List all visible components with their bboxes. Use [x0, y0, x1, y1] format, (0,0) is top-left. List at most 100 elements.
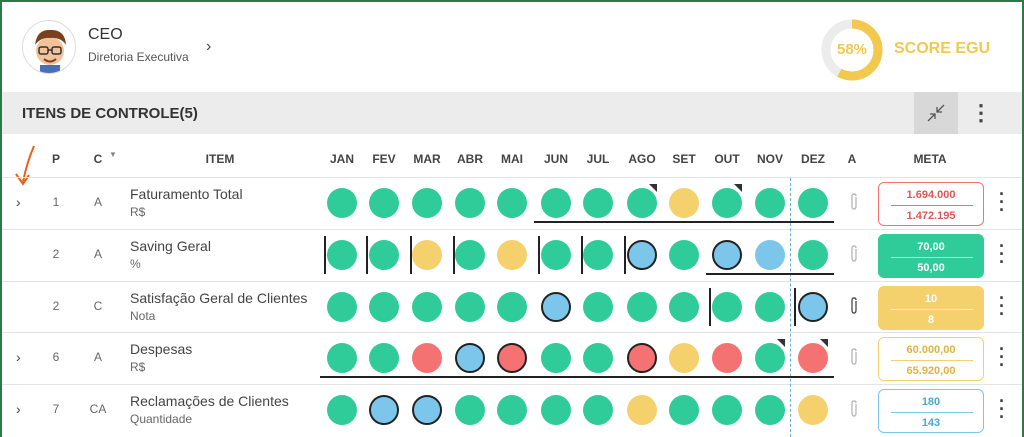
status-circle-mai[interactable]: [497, 188, 527, 218]
status-circle-nov[interactable]: [755, 240, 785, 270]
status-circle-jan[interactable]: [327, 343, 357, 373]
status-circle-jan[interactable]: [327, 292, 357, 322]
table-row[interactable]: › 7 CA Reclamações de Clientes Quantidade 18…: [2, 385, 1022, 436]
status-circle-mar[interactable]: [412, 292, 442, 322]
expand-chevron-icon[interactable]: ›: [16, 349, 21, 365]
status-circle-dez[interactable]: [798, 188, 828, 218]
status-circle-fev[interactable]: [369, 292, 399, 322]
status-circle-dez[interactable]: [798, 343, 828, 373]
status-circle-abr[interactable]: [455, 292, 485, 322]
status-circle-jun[interactable]: [541, 292, 571, 322]
status-circle-jun[interactable]: [541, 188, 571, 218]
status-circle-fev[interactable]: [369, 395, 399, 425]
row-more-options-icon[interactable]: · · ·: [999, 391, 1005, 427]
row-more-options-icon[interactable]: · · ·: [999, 236, 1005, 272]
sort-caret-icon[interactable]: ▼: [109, 150, 117, 159]
status-circle-set[interactable]: [669, 395, 699, 425]
status-circle-jul[interactable]: [583, 240, 613, 270]
status-circle-ago[interactable]: [627, 343, 657, 373]
attachment-icon[interactable]: [848, 297, 860, 319]
status-circle-nov[interactable]: [755, 292, 785, 322]
status-circle-jun[interactable]: [541, 240, 571, 270]
meta-box[interactable]: 10 8: [878, 286, 984, 330]
row-item-name[interactable]: Despesas: [130, 341, 193, 357]
status-circle-dez[interactable]: [798, 292, 828, 322]
status-circle-abr[interactable]: [455, 343, 485, 373]
column-header-c[interactable]: C: [93, 152, 103, 166]
status-circle-fev[interactable]: [369, 188, 399, 218]
status-circle-mar[interactable]: [412, 395, 442, 425]
status-circle-jul[interactable]: [583, 188, 613, 218]
status-circle-nov[interactable]: [755, 395, 785, 425]
expand-chevron-icon[interactable]: ›: [16, 194, 21, 210]
row-item-name[interactable]: Reclamações de Clientes: [130, 393, 289, 409]
table-row[interactable]: 2 A Saving Geral% 70,00 50,00 · · ·: [2, 230, 1022, 281]
status-circle-fev[interactable]: [369, 343, 399, 373]
table-row[interactable]: › 6 A Despesas R$ 60.000,00 65.920,00 · · ·: [2, 333, 1022, 384]
attachment-icon[interactable]: [848, 348, 860, 370]
collapse-button[interactable]: [914, 92, 958, 134]
status-circle-abr[interactable]: [455, 240, 485, 270]
attachment-icon[interactable]: [848, 193, 860, 215]
status-circle-jan[interactable]: [327, 240, 357, 270]
status-circle-set[interactable]: [669, 240, 699, 270]
meta-box[interactable]: 1.694.000 1.472.195: [878, 182, 984, 226]
attachment-icon[interactable]: [848, 245, 860, 267]
more-options-icon[interactable]: ⋮: [970, 100, 992, 125]
meta-box[interactable]: 60.000,00 65.920,00: [878, 337, 984, 381]
row-item-name[interactable]: Satisfação Geral de Clientes: [130, 290, 308, 306]
status-circle-mai[interactable]: [497, 395, 527, 425]
row-priority: 6: [52, 350, 60, 364]
column-header-month: FEV: [372, 152, 396, 166]
status-circle-jul[interactable]: [583, 395, 613, 425]
table-row[interactable]: › 1 A Faturamento Total R$ 1.694.000 1.472.1…: [2, 178, 1022, 229]
status-circle-jan[interactable]: [327, 395, 357, 425]
status-circle-ago[interactable]: [627, 240, 657, 270]
row-more-options-icon[interactable]: · · ·: [999, 339, 1005, 375]
row-more-options-icon[interactable]: · · ·: [999, 288, 1005, 324]
status-circle-out[interactable]: [712, 292, 742, 322]
status-circle-nov[interactable]: [755, 343, 785, 373]
meta-box[interactable]: 70,00 50,00: [878, 234, 984, 278]
row-item-name[interactable]: Saving Geral: [130, 238, 211, 254]
attachment-icon[interactable]: [848, 400, 860, 422]
status-circle-ago[interactable]: [627, 292, 657, 322]
row-item-name[interactable]: Faturamento Total: [130, 186, 243, 202]
status-circle-out[interactable]: [712, 240, 742, 270]
status-circle-jun[interactable]: [541, 343, 571, 373]
avatar[interactable]: [22, 20, 76, 74]
status-circle-out[interactable]: [712, 395, 742, 425]
row-more-options-icon[interactable]: · · ·: [999, 184, 1005, 220]
status-circle-set[interactable]: [669, 343, 699, 373]
status-circle-jan[interactable]: [327, 188, 357, 218]
status-circle-fev[interactable]: [369, 240, 399, 270]
status-circle-dez[interactable]: [798, 240, 828, 270]
status-circle-set[interactable]: [669, 188, 699, 218]
status-circle-mar[interactable]: [412, 240, 442, 270]
status-circle-out[interactable]: [712, 188, 742, 218]
status-circle-set[interactable]: [669, 292, 699, 322]
status-circle-ago[interactable]: [627, 188, 657, 218]
row-category: A: [93, 350, 102, 364]
status-circle-mai[interactable]: [497, 292, 527, 322]
period-divider: [453, 236, 455, 274]
expand-chevron-icon[interactable]: ›: [16, 401, 21, 417]
table-row[interactable]: 2 C Satisfação Geral de Clientes Nota 10 8 …: [2, 282, 1022, 333]
column-header-p[interactable]: P: [51, 152, 60, 166]
status-circle-ago[interactable]: [627, 395, 657, 425]
status-circle-jun[interactable]: [541, 395, 571, 425]
status-circle-nov[interactable]: [755, 188, 785, 218]
status-circle-mar[interactable]: [412, 343, 442, 373]
status-circle-out[interactable]: [712, 343, 742, 373]
status-circle-abr[interactable]: [455, 395, 485, 425]
status-circle-mar[interactable]: [412, 188, 442, 218]
status-circle-dez[interactable]: [798, 395, 828, 425]
chevron-right-icon[interactable]: ›: [206, 38, 212, 55]
status-circle-mai[interactable]: [497, 343, 527, 373]
status-circle-jul[interactable]: [583, 343, 613, 373]
status-circle-mai[interactable]: [497, 240, 527, 270]
status-circle-abr[interactable]: [455, 188, 485, 218]
meta-box[interactable]: 180 143: [878, 389, 984, 433]
status-circle-jul[interactable]: [583, 292, 613, 322]
